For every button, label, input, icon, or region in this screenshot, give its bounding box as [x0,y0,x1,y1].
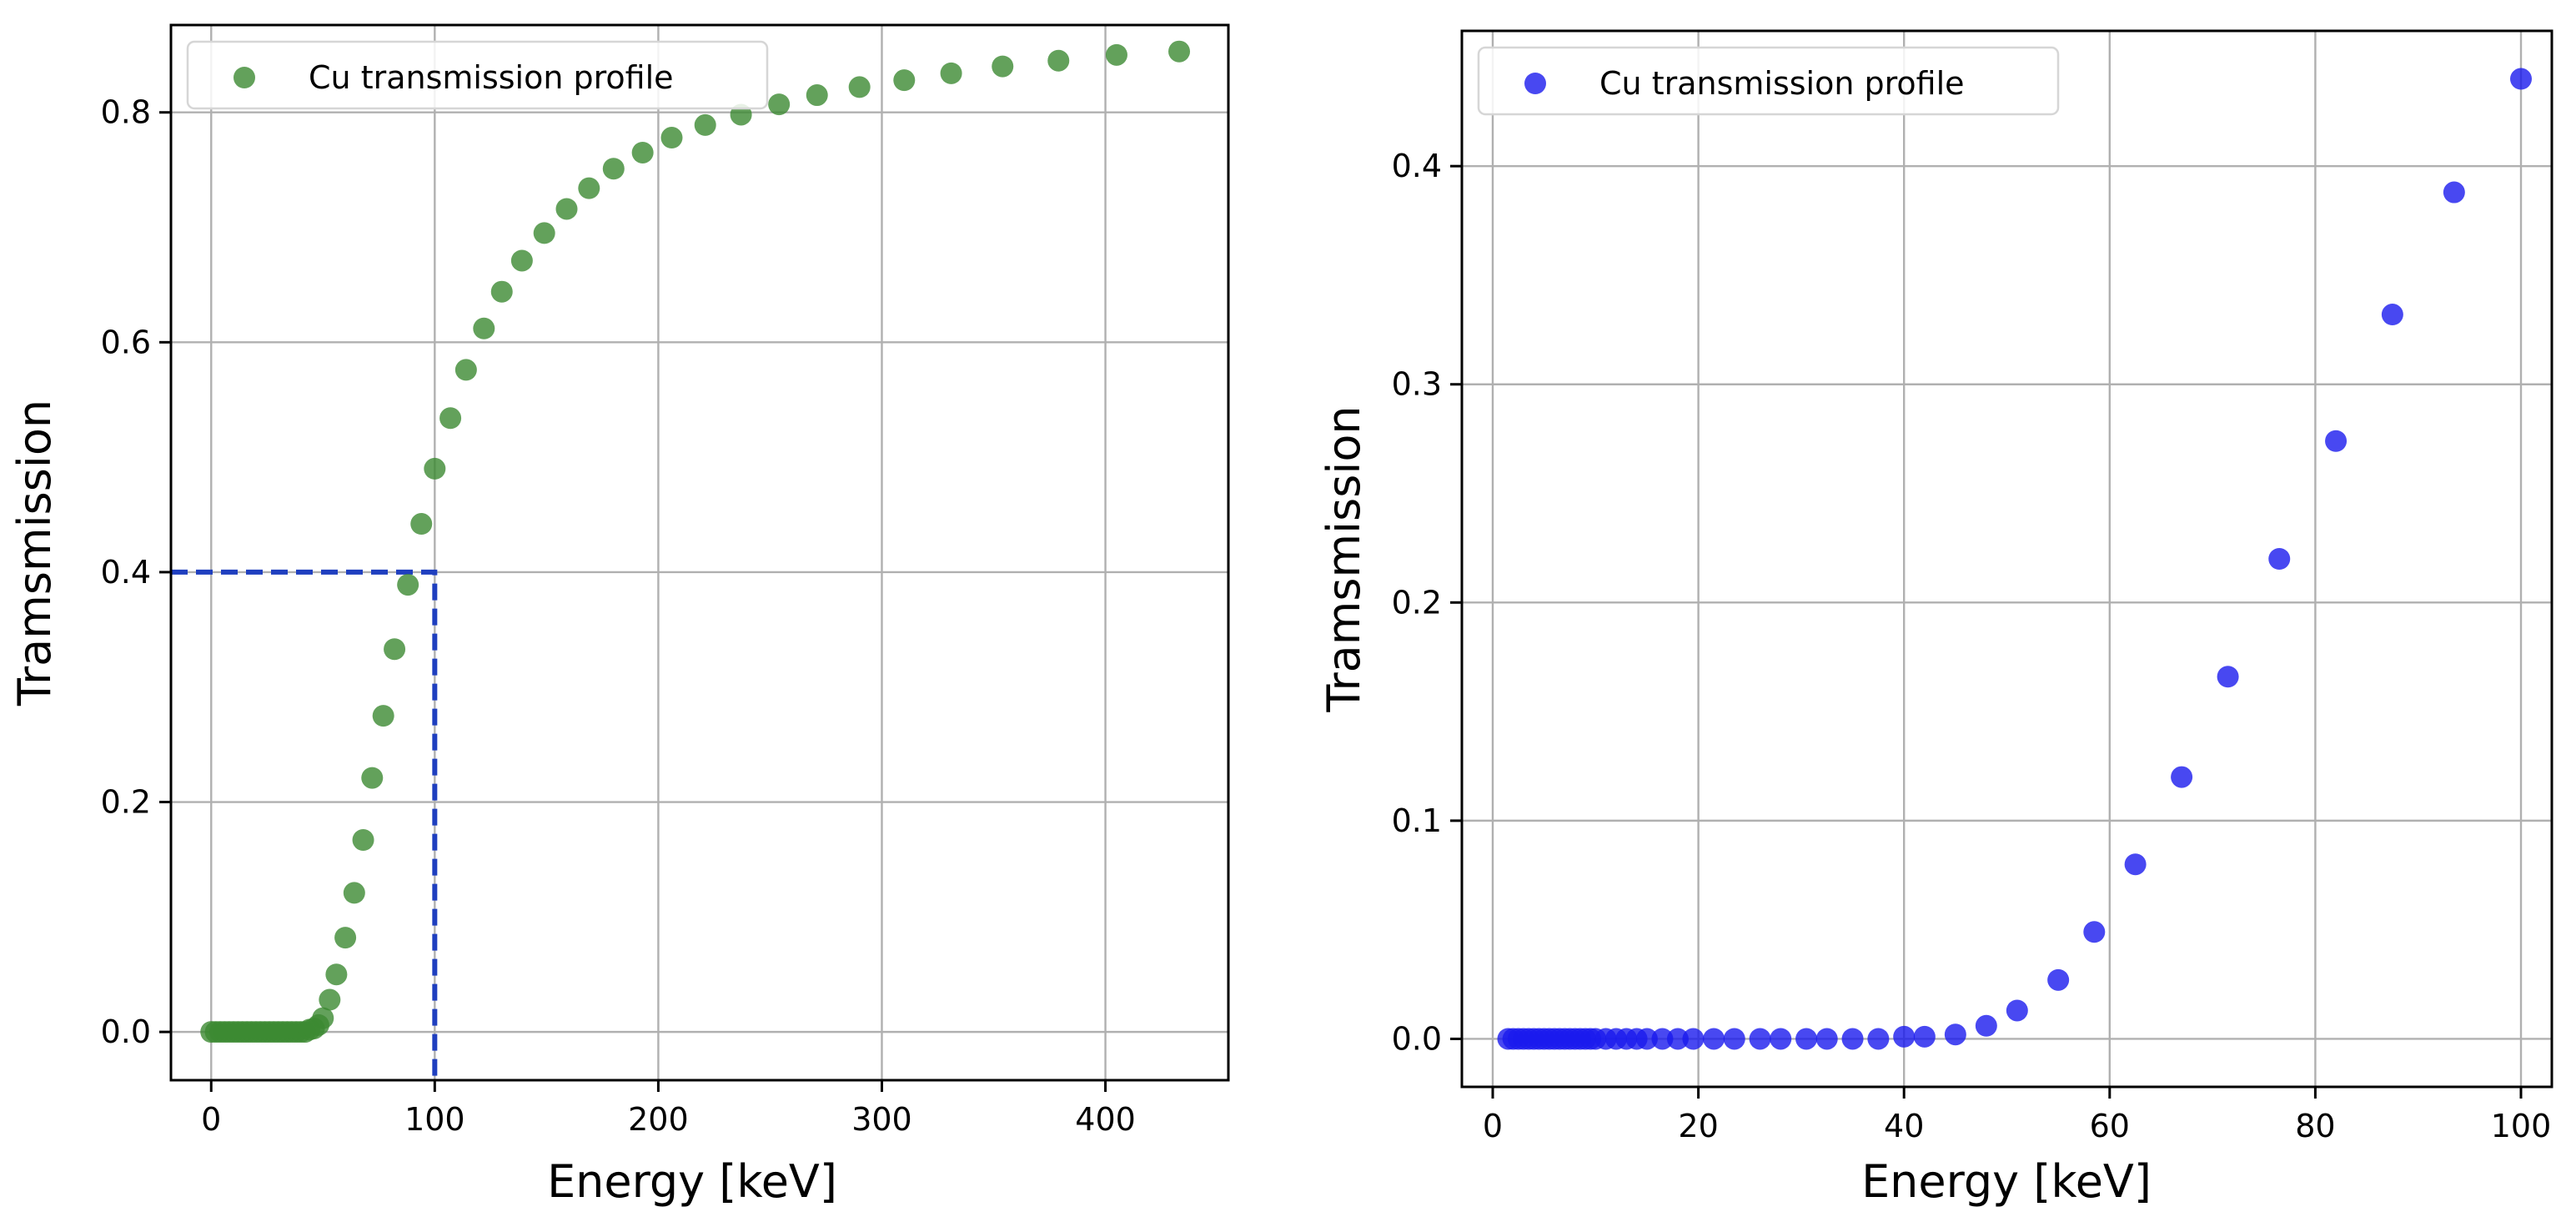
data-point [1682,1028,1705,1050]
data-point [325,963,348,986]
data-point [1651,1028,1674,1050]
data-point [578,177,600,199]
data-point [940,62,962,84]
legend-label: Cu transmission profile [1599,65,1965,102]
data-point [2268,548,2291,570]
data-point [602,158,625,180]
data-point [372,705,394,727]
data-point [2325,430,2348,452]
data-point [510,249,533,272]
x-axis-label: Energy [keV] [547,1155,837,1208]
data-point [1815,1028,1838,1050]
data-point [1105,43,1127,66]
y-tick-label: 0.2 [1392,584,1442,621]
data-point [1944,1023,1966,1046]
x-tick-label: 40 [1884,1108,1924,1144]
data-point [631,141,654,163]
data-point [361,767,384,789]
data-point [1666,1028,1689,1050]
data-point [1749,1028,1771,1050]
x-tick-label: 300 [851,1101,912,1138]
legend: Cu transmission profile [186,40,769,110]
legend: Cu transmission profile [1477,46,2060,116]
data-point [1047,49,1070,72]
data-point [2006,999,2028,1022]
y-tick-label: 0.4 [101,554,151,591]
data-point [1635,1028,1658,1050]
legend-marker [233,67,255,88]
data-point [2083,921,2106,943]
x-tick-label: 100 [2491,1108,2552,1144]
data-point [1795,1028,1818,1050]
data-point [1770,1028,1792,1050]
data-point [1703,1028,1725,1050]
data-point [1913,1025,1936,1048]
y-tick-label: 0.1 [1392,802,1442,839]
right-plot-panel: 0 20 40 60 80 100 0.0 0.1 0.2 0.3 0.4 Energy [keV] T… [1318,29,2553,1208]
axes-frame [169,23,1230,1082]
data-point [1841,1028,1864,1050]
data-point [1723,1028,1745,1050]
y-tick-label: 0.0 [101,1013,151,1050]
data-point [343,882,365,904]
y-tick-label: 0.0 [1392,1020,1442,1057]
x-axis-label: Energy [keV] [1861,1155,2152,1208]
data-point [2171,766,2193,788]
x-tick-label: 20 [1678,1108,1718,1144]
data-point [2124,853,2147,876]
x-tick-label: 100 [404,1101,465,1138]
data-point [893,69,916,92]
data-point [660,127,683,149]
data-point [410,513,433,536]
data-point [1975,1014,1997,1037]
data-point [397,574,419,596]
data-point [312,1007,334,1029]
legend-marker [1524,73,1546,94]
y-axis-label: Tramsmission [8,400,61,707]
axes-frame [1460,29,2553,1089]
y-tick-label: 0.4 [1392,148,1442,184]
data-point [439,407,462,430]
data-point [533,222,555,244]
data-point [319,988,341,1011]
x-tick-label: 400 [1075,1101,1136,1138]
data-point [1168,40,1191,63]
y-tick-label: 0.8 [101,94,151,131]
data-point [2381,304,2403,326]
x-tick-label: 60 [2090,1108,2130,1144]
data-point [555,198,578,220]
x-tick-label: 80 [2295,1108,2335,1144]
reference-dashed-line [171,569,438,1080]
data-point [424,457,446,480]
x-tick-label: 200 [628,1101,689,1138]
data-point [352,828,374,851]
data-point [334,927,357,949]
left-plot-panel: 0 100 200 300 400 0.0 0.2 0.4 0.6 0.8 Energy [keV]… [8,23,1230,1208]
x-tick-label: 0 [201,1101,221,1138]
data-point [992,55,1014,78]
data-point [2217,666,2239,688]
data-point [454,359,477,381]
data-point [490,280,513,303]
legend-box [1477,46,2060,116]
data-point [1867,1028,1890,1050]
data-point [768,93,791,116]
data-point [2047,968,2070,991]
data-point [848,76,871,98]
data-point [806,84,828,107]
data-point [1893,1025,1916,1048]
y-axis-label: Tramsmission [1318,405,1370,712]
data-point [2510,68,2533,90]
data-point [473,317,495,339]
y-tick-label: 0.2 [101,784,151,821]
legend-label: Cu transmission profile [309,59,674,96]
y-tick-label: 0.6 [101,324,151,360]
data-point [384,638,406,661]
data-point [694,113,716,136]
x-tick-label: 0 [1483,1108,1503,1144]
legend-box [186,40,769,110]
data-point [2443,181,2465,204]
y-tick-label: 0.3 [1392,366,1442,403]
